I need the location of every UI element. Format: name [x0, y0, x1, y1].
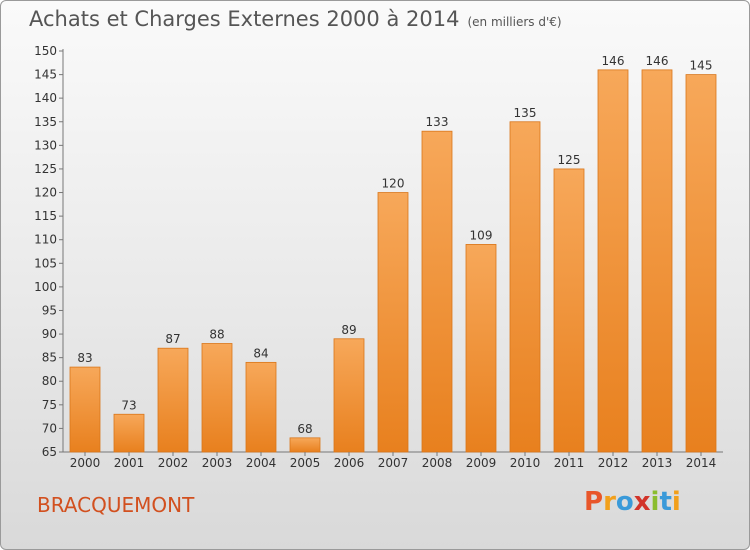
x-tick-label: 2011: [554, 456, 585, 470]
bar-value-label: 120: [382, 177, 405, 191]
bar: [421, 130, 453, 453]
y-tick-label: 95: [42, 303, 57, 317]
logo-letter: o: [615, 487, 634, 517]
x-tick-label: 2004: [246, 456, 277, 470]
bar: [597, 69, 629, 453]
bar-value-label: 145: [690, 59, 713, 73]
y-tick-label: 85: [42, 351, 57, 365]
bar-value-label: 146: [646, 54, 669, 68]
x-tick-label: 2009: [466, 456, 497, 470]
commune-name: BRACQUEMONT: [37, 493, 195, 517]
chart-title: Achats et Charges Externes 2000 à 2014 (e…: [29, 7, 562, 31]
logo-letter: P: [584, 487, 604, 517]
bar: [201, 343, 233, 453]
bar: [157, 347, 189, 453]
x-tick-label: 2000: [70, 456, 101, 470]
y-tick-label: 65: [42, 445, 57, 459]
y-tick-label: 105: [34, 256, 57, 270]
bar-value-label: 133: [426, 115, 449, 129]
chart-title-text: Achats et Charges Externes 2000 à 2014: [29, 7, 460, 31]
logo-letter: r: [603, 487, 616, 517]
bar-value-label: 125: [558, 153, 581, 167]
x-tick-label: 2013: [642, 456, 673, 470]
bar: [333, 338, 365, 453]
y-tick-label: 100: [34, 280, 57, 294]
bar: [245, 361, 277, 453]
bar: [289, 437, 321, 453]
bar: [509, 121, 541, 453]
x-tick-label: 2005: [290, 456, 321, 470]
y-tick-label: 125: [34, 162, 57, 176]
logo-letter: i: [671, 487, 681, 517]
y-tick-label: 80: [42, 374, 57, 388]
bar-value-label: 87: [165, 332, 180, 346]
logo-letter: i: [650, 487, 660, 517]
y-tick-label: 150: [34, 44, 57, 58]
y-tick-label: 120: [34, 186, 57, 200]
x-tick-label: 2001: [114, 456, 145, 470]
chart-subtitle: (en milliers d'€): [467, 15, 562, 29]
x-tick-label: 2014: [686, 456, 717, 470]
bar-value-label: 89: [341, 323, 356, 337]
bar-value-label: 83: [77, 351, 92, 365]
bar: [641, 69, 673, 453]
y-tick-label: 145: [34, 68, 57, 82]
x-tick-label: 2008: [422, 456, 453, 470]
y-tick-label: 140: [34, 91, 57, 105]
x-tick-label: 2010: [510, 456, 541, 470]
bar: [113, 413, 145, 453]
x-tick-label: 2007: [378, 456, 409, 470]
bar-value-label: 84: [253, 346, 268, 360]
y-tick-label: 110: [34, 233, 57, 247]
bar-value-label: 135: [514, 106, 537, 120]
bar: [685, 74, 717, 453]
bar: [465, 244, 497, 453]
y-tick-label: 90: [42, 327, 57, 341]
y-tick-label: 70: [42, 421, 57, 435]
y-tick-label: 115: [34, 209, 57, 223]
bar-value-label: 68: [297, 422, 312, 436]
logo-letter: t: [659, 487, 672, 517]
y-tick-label: 75: [42, 398, 57, 412]
bar-value-label: 88: [209, 327, 224, 341]
x-tick-label: 2006: [334, 456, 365, 470]
bar-value-label: 109: [470, 228, 493, 242]
bar: [69, 366, 101, 453]
bar-value-label: 73: [121, 398, 136, 412]
bar: [377, 192, 409, 453]
logo-letter: x: [633, 487, 651, 517]
proxiti-logo: Proxiti: [584, 487, 681, 517]
bar: [553, 168, 585, 453]
x-tick-label: 2002: [158, 456, 189, 470]
y-tick-label: 135: [34, 115, 57, 129]
x-tick-label: 2003: [202, 456, 233, 470]
x-tick-label: 2012: [598, 456, 629, 470]
bar-value-label: 146: [602, 54, 625, 68]
y-tick-label: 130: [34, 138, 57, 152]
